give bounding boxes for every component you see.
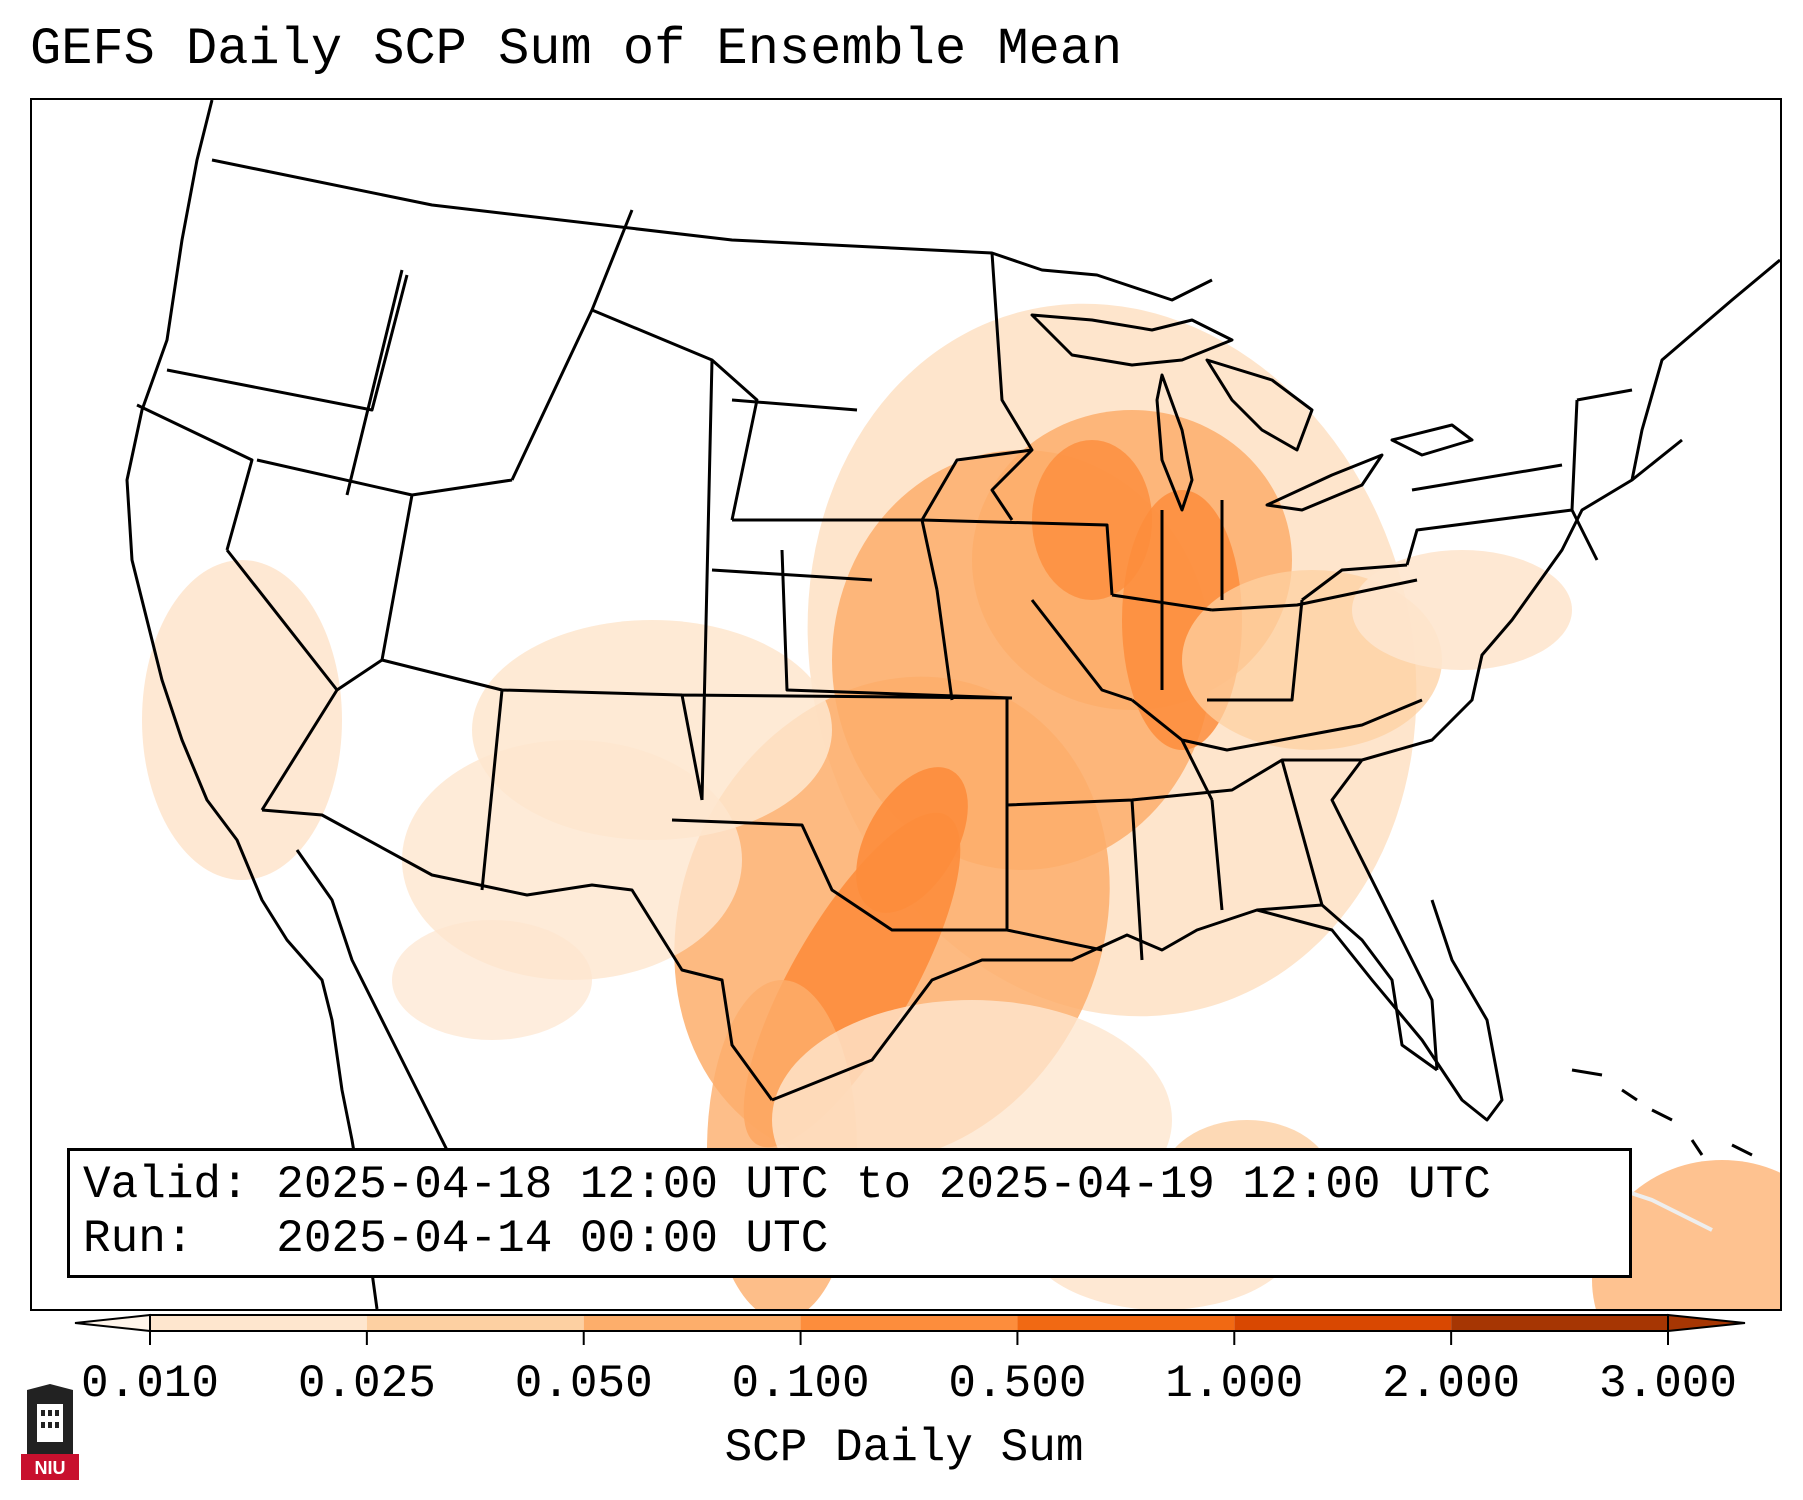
colorbar-tick-label: 0.050	[514, 1358, 653, 1410]
colorbar-tick-label: 2.000	[1382, 1358, 1521, 1410]
colorbar-tick-label: 3.000	[1598, 1358, 1738, 1410]
colorbar-segment	[800, 1315, 1018, 1331]
scp-shade-blob	[402, 740, 742, 980]
lake-michigan	[1155, 373, 1194, 512]
florida	[1256, 899, 1504, 1122]
lake-superior	[1030, 313, 1234, 367]
valid-run-info-box: Valid: 2025-04-18 12:00 UTC to 2025-04-1…	[67, 1148, 1632, 1278]
colorbar-segment	[1017, 1315, 1235, 1331]
colorbar-tick-label: 0.100	[731, 1358, 870, 1410]
page-title: GEFS Daily SCP Sum of Ensemble Mean	[30, 20, 1123, 79]
niu-logo-icon: NIU	[21, 1384, 79, 1480]
lake-huron	[1205, 358, 1314, 452]
lake-ontario	[1390, 423, 1474, 457]
colorbar-segment	[1451, 1315, 1668, 1331]
colorbar	[74, 1313, 1746, 1345]
colorbar-extend-max	[1667, 1313, 1746, 1333]
colorbar-segment	[1234, 1315, 1452, 1331]
colorbar-tick-label: 1.000	[1165, 1358, 1304, 1410]
valid-label: Valid:	[83, 1159, 249, 1211]
state-lines	[136, 209, 1683, 961]
scp-shade-blob	[1352, 550, 1572, 670]
scp-shade-blob	[392, 920, 592, 1040]
canada-border	[211, 158, 1213, 302]
colorbar-segment	[583, 1315, 801, 1331]
colorbar-tick-label: 0.025	[297, 1358, 436, 1410]
east-coast	[1330, 258, 1780, 1071]
colorbar-tick-label: 0.010	[80, 1358, 220, 1410]
logo-roof	[27, 1384, 73, 1390]
valid-line: Valid: 2025-04-18 12:00 UTC to 2025-04-1…	[83, 1158, 1629, 1212]
colorbar-extend-min	[74, 1313, 151, 1333]
map-panel	[30, 98, 1782, 1311]
run-label: Run:	[83, 1213, 194, 1265]
colorbar-segment	[150, 1315, 367, 1331]
logo-text: NIU	[35, 1458, 66, 1478]
run-line: Run: 2025-04-14 00:00 UTC	[83, 1212, 1629, 1266]
scp-shade-blob	[142, 560, 342, 880]
mexico-border	[261, 808, 774, 1101]
bahamas	[1571, 1068, 1753, 1157]
scp-map	[125, 100, 1780, 1309]
baja-california	[295, 849, 454, 1161]
colorbar-label: SCP Daily Sum	[724, 1422, 1084, 1474]
state-borders	[125, 100, 1780, 1309]
west-coastline	[125, 100, 379, 1309]
logo-band	[21, 1454, 79, 1480]
lake-erie	[1265, 453, 1384, 512]
scp-shade-blob	[856, 767, 968, 913]
valid-value: 2025-04-18 12:00 UTC to 2025-04-19 12:00…	[276, 1159, 1491, 1211]
colorbar-tick-label: 0.500	[948, 1358, 1087, 1410]
gulf-coast	[771, 903, 1438, 1102]
run-value: 2025-04-14 00:00 UTC	[276, 1213, 829, 1265]
scp-shade-blob	[1032, 440, 1152, 600]
colorbar-segment	[366, 1315, 584, 1331]
